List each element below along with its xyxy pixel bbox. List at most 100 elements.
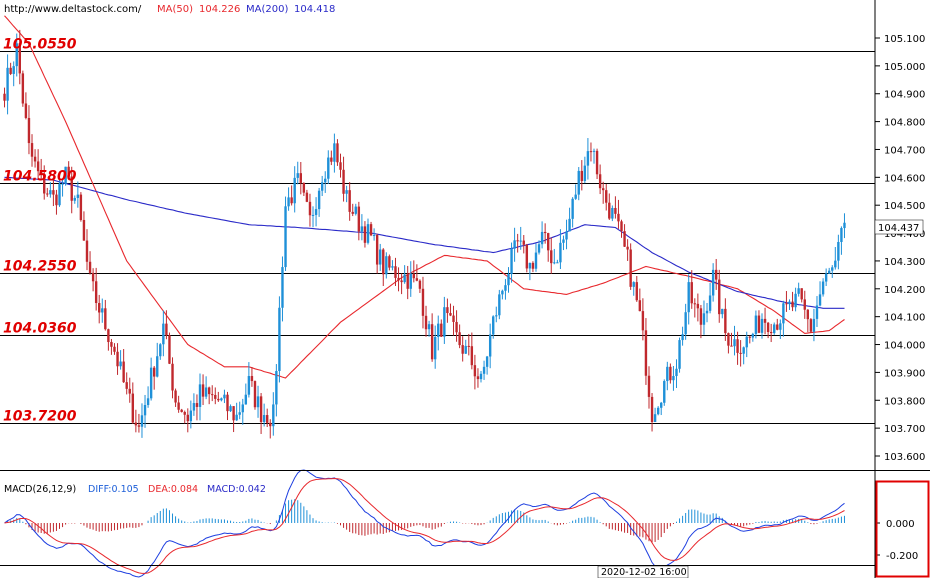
candle-body <box>61 183 64 185</box>
candle-body <box>201 384 205 397</box>
candle-body <box>266 415 269 423</box>
candle-body <box>821 281 825 295</box>
candle-body <box>449 313 452 316</box>
candle-body <box>165 323 168 336</box>
candle-body <box>754 315 758 334</box>
candle-body <box>751 333 755 338</box>
candle-body <box>678 340 681 369</box>
candle-body <box>635 282 638 301</box>
price-tick-label: 104.400 <box>884 229 925 240</box>
candle-body <box>3 93 6 101</box>
price-tick-label: 103.700 <box>884 424 925 435</box>
candle-body <box>641 311 645 331</box>
price-axis: 105.100 105.000 104.900 104.800 104.700 104.6… <box>875 34 925 463</box>
candle-body <box>180 409 183 412</box>
candle-body <box>620 221 623 232</box>
candle-body <box>85 240 89 262</box>
candle-body <box>262 415 266 423</box>
candle-body <box>348 190 351 212</box>
macd-value-label: MACD:0.042 <box>207 484 266 495</box>
candle-body <box>562 239 565 243</box>
candle-body <box>467 345 470 347</box>
candle-body <box>601 188 605 191</box>
candle-body <box>510 248 513 275</box>
candle-body <box>437 323 440 338</box>
candle-body <box>785 303 788 305</box>
candle-body <box>421 288 425 316</box>
candle-body <box>455 321 458 333</box>
candle-body <box>837 241 840 261</box>
price-tick-label: 104.100 <box>884 313 925 324</box>
candle-body <box>379 249 382 265</box>
candle-body <box>513 240 516 249</box>
candle-body <box>21 73 25 104</box>
ma50-label: MA(50) <box>157 4 193 15</box>
candle-body <box>623 231 626 247</box>
candle-body <box>461 345 464 354</box>
candle-body <box>574 194 577 199</box>
candle-body <box>598 174 602 189</box>
candle-body <box>452 315 455 322</box>
candle-body <box>430 324 434 360</box>
candle-body <box>492 316 495 335</box>
candle-body <box>98 303 101 313</box>
candle-body <box>757 315 761 333</box>
candle-body <box>831 267 834 271</box>
candle-body <box>214 394 217 399</box>
candle-body <box>583 165 587 181</box>
candle-body <box>828 270 831 274</box>
candle-body <box>360 226 364 232</box>
candle-body <box>131 393 135 423</box>
candle-body <box>9 67 12 74</box>
candle-body <box>498 294 501 316</box>
candle-body <box>391 266 394 268</box>
candle-body <box>763 318 767 323</box>
time-label: 2020-12-02 16:00 <box>601 567 687 578</box>
candle-body <box>192 403 196 411</box>
candle-body <box>818 294 822 306</box>
candle-body <box>711 269 715 296</box>
moving-averages <box>4 15 845 379</box>
candle-body <box>721 308 724 315</box>
candle-body <box>705 310 709 314</box>
candle-body <box>287 197 290 207</box>
candle-body <box>550 250 553 264</box>
candle-body <box>788 301 791 305</box>
candle-body <box>528 262 532 269</box>
candle-body <box>382 249 385 275</box>
macd-tick-label: 0.000 <box>886 519 915 530</box>
candle-body <box>140 415 144 427</box>
candle-body <box>327 157 330 179</box>
candle-body <box>253 381 257 408</box>
candle-body <box>611 207 614 219</box>
candle-body <box>531 262 535 269</box>
candle-body <box>104 308 107 330</box>
candle-body <box>589 151 593 153</box>
candle-body <box>672 376 675 381</box>
candle-body <box>52 190 55 195</box>
candle-body <box>119 361 122 367</box>
candle-body <box>177 402 180 410</box>
candle-body <box>519 240 522 242</box>
current-price-tag <box>874 219 924 235</box>
candle-body <box>204 387 208 397</box>
price-tick-label: 104.500 <box>884 201 925 212</box>
candle-body <box>113 346 116 352</box>
candle-body <box>595 150 599 175</box>
level-label: 104.5800 <box>3 169 77 185</box>
candle-body <box>186 414 189 422</box>
candle-body <box>400 280 403 283</box>
candle-body <box>296 173 299 178</box>
candle-body <box>250 376 254 382</box>
candle-body <box>433 337 437 360</box>
candle-body <box>76 194 80 198</box>
candle-body <box>27 117 31 144</box>
price-tick-label: 104.200 <box>884 285 925 296</box>
candle-body <box>507 274 510 286</box>
candle-body <box>415 278 419 281</box>
candle-body <box>650 396 654 423</box>
candle-body <box>320 182 324 191</box>
candle-body <box>626 246 629 250</box>
price-tick-label: 104.900 <box>884 90 925 101</box>
